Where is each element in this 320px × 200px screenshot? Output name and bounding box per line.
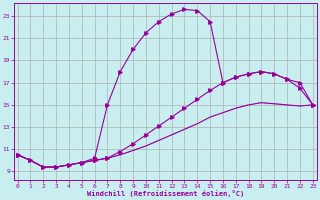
X-axis label: Windchill (Refroidissement éolien,°C): Windchill (Refroidissement éolien,°C) bbox=[87, 190, 244, 197]
